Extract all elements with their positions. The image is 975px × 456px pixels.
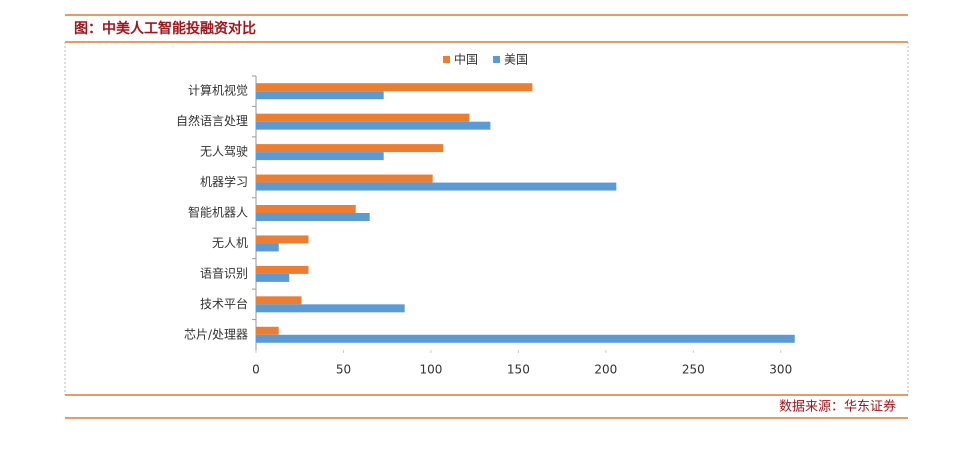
x-tick-label: 0 [252,363,260,377]
bar [256,182,617,191]
bar [256,91,384,100]
bar [256,152,384,161]
bar [256,235,309,244]
legend-label: 中国 [454,52,478,67]
legend-label: 美国 [504,53,528,67]
y-tick-label: 机器学习 [200,174,248,189]
bar [256,265,309,274]
y-tick-label: 智能机器人 [188,205,248,220]
legend-swatch [493,56,500,63]
y-tick-label: 计算机视觉 [188,83,248,98]
bar [256,205,356,213]
bar [256,121,491,130]
x-tick-label: 300 [769,363,792,377]
x-tick-label: 150 [507,363,530,377]
source: 数据来源：华东证券 [779,399,896,415]
bar [256,213,370,221]
bar [256,296,302,305]
y-tick-label: 无人机 [212,236,248,250]
y-tick-label: 技术平台 [200,296,248,311]
legend-swatch [443,56,450,63]
bar [256,174,433,183]
y-tick-label: 语音识别 [200,265,248,280]
bar [256,334,795,343]
x-tick-label: 100 [419,363,442,377]
bar [256,83,533,92]
bar [256,304,405,313]
y-tick-label: 芯片/处理器 [184,327,248,341]
x-tick-label: 250 [682,363,705,377]
bar [256,144,444,153]
bar [256,273,290,282]
bar [256,326,279,335]
bar [256,243,279,252]
y-tick-label: 自然语言处理 [176,113,248,128]
bar [256,113,470,122]
chart-title: 图：中美人工智能投融资对比 [74,20,256,37]
x-tick-label: 50 [336,363,351,377]
x-tick-label: 200 [594,363,617,377]
y-tick-label: 无人驾驶 [200,144,248,159]
